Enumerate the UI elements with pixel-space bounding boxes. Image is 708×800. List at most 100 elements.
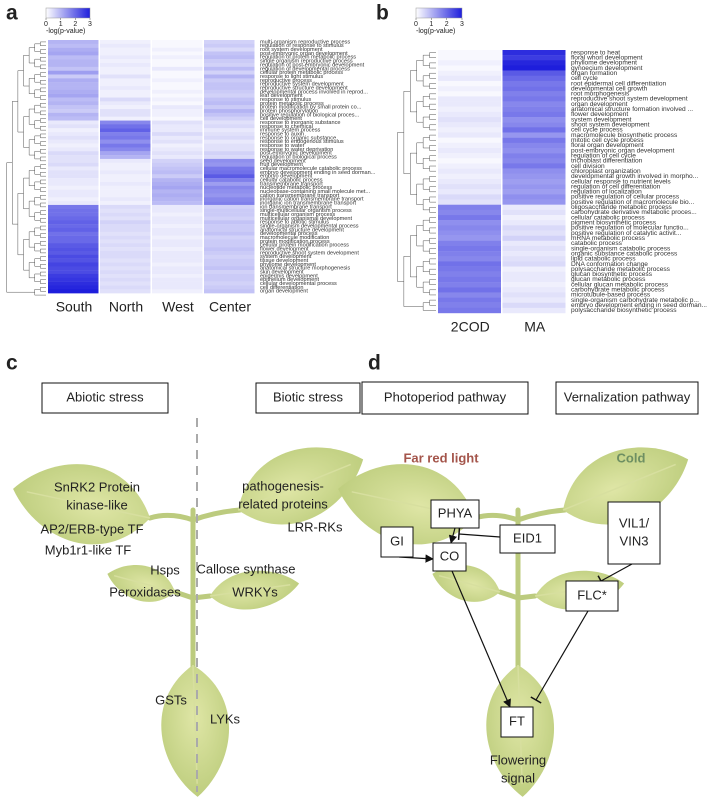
heatmap-cell <box>48 193 99 198</box>
heatmap-cell <box>100 47 151 52</box>
heatmap-cell <box>100 70 151 75</box>
heatmap-cell <box>204 155 255 160</box>
heatmap-cell <box>152 285 203 290</box>
heatmap-cell <box>152 120 203 125</box>
heatmap-cell <box>100 124 151 129</box>
heatmap-cell <box>100 220 151 225</box>
heatmap-cell <box>48 59 99 64</box>
row-label: cellular catabolic process <box>260 177 323 183</box>
heatmap-cell <box>48 189 99 194</box>
heatmap-cell <box>48 89 99 94</box>
inhibition <box>535 610 589 701</box>
dendrogram-branch <box>429 268 436 275</box>
dendrogram-branch <box>34 58 41 68</box>
row-label: organ formation <box>571 70 618 77</box>
heatmap-cell <box>152 185 203 190</box>
dendrogram-branch <box>422 281 430 293</box>
dendrogram-branch <box>40 80 46 85</box>
heatmap-cell <box>48 78 99 83</box>
row-label: post-embryonic development <box>260 151 332 157</box>
colorbar-tick-label: 3 <box>460 21 464 28</box>
dendrogram-branch <box>429 62 436 69</box>
colorbar-tick-label: 3 <box>88 21 92 28</box>
inhibition-bar <box>530 696 542 704</box>
heatmap-cell <box>152 59 203 64</box>
inhibition <box>600 563 633 582</box>
dendrogram-branch <box>40 164 46 169</box>
heatmap-cell <box>502 168 566 174</box>
heatmap-cell <box>100 151 151 156</box>
heatmap-cell <box>204 78 255 83</box>
heatmap-cell <box>204 254 255 259</box>
dendrogram-branch <box>422 199 430 211</box>
row-label: cellular protein modification process <box>260 243 349 249</box>
heatmap-cell <box>48 124 99 129</box>
row-label: developmental growth involved in morpho.… <box>571 173 698 180</box>
heatmap-cell <box>48 97 99 102</box>
row-label: single-organism carbohydrate metabolic p… <box>571 297 699 304</box>
dendrogram-branch <box>429 258 436 265</box>
heatmap-cell <box>438 297 501 303</box>
row-label: epithelium development <box>260 277 320 283</box>
heatmap-cell <box>48 151 99 156</box>
column-label: South <box>56 299 93 315</box>
heatmap-cell <box>48 120 99 125</box>
row-label: seed development <box>260 158 306 164</box>
node-box <box>565 580 619 612</box>
row-label: catabolic process <box>571 240 623 247</box>
heatmap-cell <box>48 116 99 121</box>
heatmap-cell <box>48 66 99 71</box>
heatmap-cell <box>152 231 203 236</box>
dendrogram-branch <box>429 103 436 110</box>
heatmap-cell <box>48 82 99 87</box>
heatmap-cell <box>204 124 255 129</box>
heatmap-cell <box>152 135 203 140</box>
heatmap-cell <box>152 273 203 279</box>
heatmap-cell <box>100 143 151 148</box>
row-label: organic substance catabolic process <box>571 250 678 257</box>
row-label: cellular response to nutrient levels <box>571 178 671 185</box>
heatmap-cell <box>100 208 151 213</box>
heatmap-cell <box>204 174 255 179</box>
heatmap-cell <box>152 162 203 167</box>
row-label: multicellular organism process <box>260 212 335 218</box>
heatmap-cell <box>100 132 151 137</box>
heatmap-cell <box>204 105 255 110</box>
row-label: flower development <box>571 111 628 118</box>
dendrogram-branch <box>40 49 46 54</box>
leaf-vein <box>26 491 151 519</box>
node-box <box>432 542 467 572</box>
colorbar-tick-label: 1 <box>59 21 63 28</box>
heatmap-cell <box>152 89 203 94</box>
heatmap-cell <box>100 86 151 91</box>
dendrogram-branch <box>403 256 424 307</box>
heatmap-cell <box>438 261 501 267</box>
dendrogram-branch <box>40 141 46 146</box>
heatmap-cell <box>48 201 99 206</box>
dendrogram-branch <box>23 239 30 271</box>
heatmap-cell <box>152 74 203 79</box>
heatmap-cell <box>204 258 255 263</box>
heatmap-cell <box>152 216 203 221</box>
dendrogram-branch <box>40 118 46 123</box>
heatmap-cell <box>100 189 151 194</box>
heatmap-cell <box>204 112 255 117</box>
heatmap-cell <box>438 271 501 278</box>
heatmap-cell <box>48 285 99 290</box>
row-label: cellular developmental process <box>260 281 337 287</box>
dendrogram-branch <box>40 271 46 277</box>
dendrogram-branch <box>429 279 436 285</box>
heatmap-cell <box>204 166 255 171</box>
heatmap-cell <box>502 261 566 267</box>
leaf <box>238 447 364 525</box>
label: Peroxidases <box>109 584 181 599</box>
dendrogram-branch <box>422 302 436 311</box>
label: Myb1r1-like TF <box>45 542 132 557</box>
row-label: response to endogenous stimulus <box>260 139 344 145</box>
dendrogram-branch <box>40 172 46 177</box>
heatmap-cell <box>502 240 566 247</box>
heatmap-cell <box>48 212 99 217</box>
heatmap-cell <box>502 178 566 185</box>
dendrogram-branch <box>422 54 430 66</box>
heatmap-cell <box>438 127 501 133</box>
